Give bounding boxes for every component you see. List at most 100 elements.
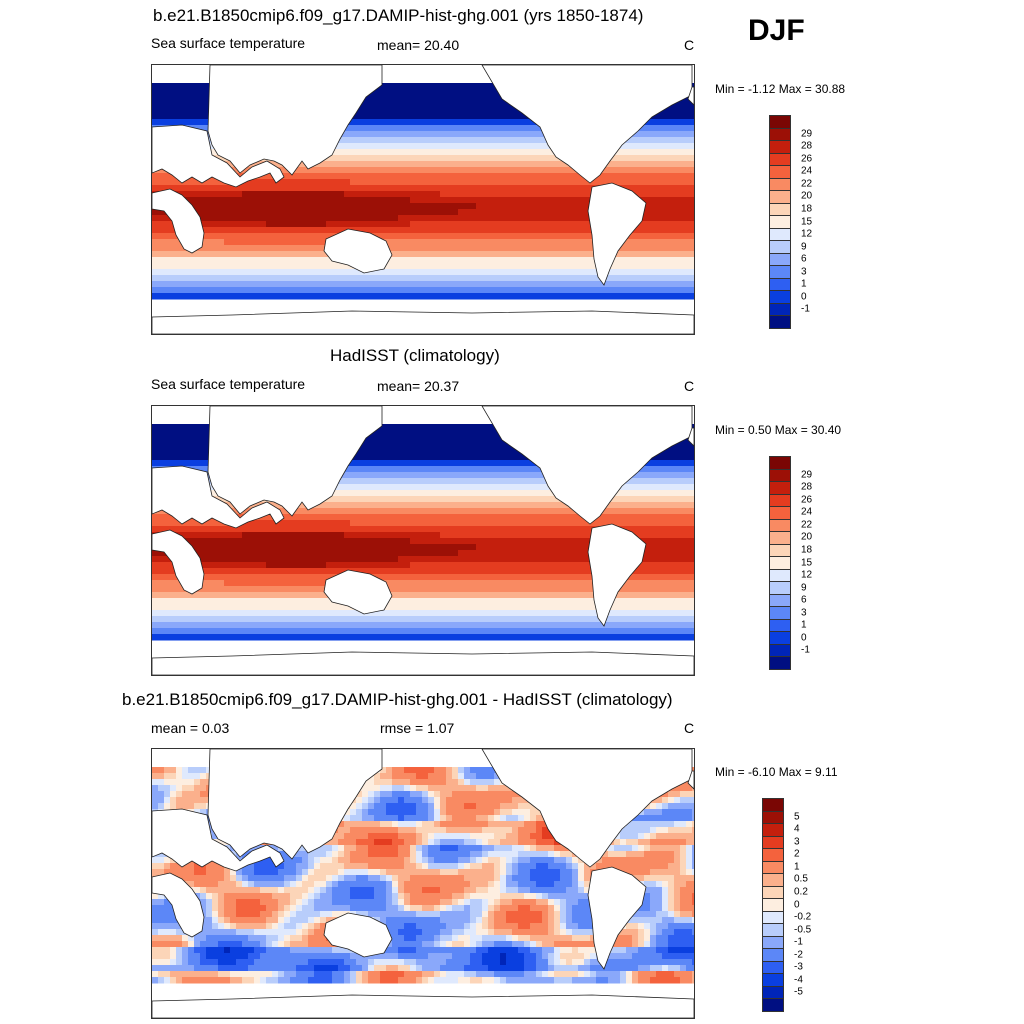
colorbar-cell [762,885,784,900]
panel-2-title: HadISST (climatology) [330,346,500,365]
colorbar-cell [769,227,791,242]
panel-1-colorbar: 29 28 26 24 22 20 18 15 12 9 6 3 1 0 -1 [769,115,849,329]
colorbar-tick-label: 0 [801,291,807,303]
colorbar-cell [769,152,791,167]
panel-3-title: b.e21.B1850cmip6.f09_g17.DAMIP-hist-ghg.… [122,690,673,709]
continents [152,749,694,1018]
land-outline [152,310,694,334]
colorbar-tick-label: 0 [801,632,807,644]
colorbar-cell [762,848,784,862]
colorbar-cell [762,935,784,950]
land-outline [152,808,285,872]
colorbar-tick-label: 28 [801,140,813,152]
panel-1-variable-label: Sea surface temperature [151,35,306,51]
colorbar-tick-label: -5 [794,986,803,998]
colorbar-cell [769,240,791,254]
colorbar-tick-label: 29 [801,128,813,140]
panel-2-mean-label: mean= 20.37 [377,378,460,394]
colorbar-cell [769,115,791,129]
panel-3-colorbar: 5 4 3 2 1 0.5 0.2 0 -0.2 -0.5 -1 -2 -3 -4 -5 [762,798,842,1012]
land-outline [323,569,393,615]
colorbar-tick-label: -1 [801,644,810,656]
land-outline [152,529,205,595]
colorbar-tick-label: 26 [801,153,813,165]
colorbar-tick-label: 6 [801,594,807,606]
land-outline [323,228,393,274]
colorbar-cell [769,302,791,317]
colorbar-cell [762,960,784,975]
colorbar-tick-label: 28 [801,481,813,493]
colorbar-cell [762,998,784,1012]
colorbar-cell [762,985,784,1000]
panel-1-minmax: Min = -1.12 Max = 30.88 [715,82,846,96]
colorbar-cell [769,518,791,533]
colorbar-tick-label: 12 [801,228,813,240]
colorbar-cell [769,606,791,620]
colorbar-cell [769,127,791,142]
panel-3-mean-label: mean = 0.03 [151,720,230,736]
colorbar-tick-label: 4 [794,823,800,835]
colorbar-tick-label: 22 [801,519,813,531]
colorbar-cell [769,202,791,217]
land-outline [207,749,383,860]
continents [152,65,694,334]
panel-2-variable-label: Sea surface temperature [151,376,306,392]
colorbar-cell [762,798,784,812]
colorbar-cell [769,140,791,154]
colorbar-tick-label: 9 [801,582,807,594]
colorbar-cell [769,315,791,329]
land-outline [587,866,647,970]
land-outline [687,427,694,447]
colorbar-cell [769,481,791,495]
colorbar-tick-label: 1 [801,278,807,290]
colorbar-cell [762,860,784,875]
panel-2-minmax: Min = 0.50 Max = 30.40 [715,423,842,437]
colorbar-tick-label: -2 [794,949,803,961]
land-outline [207,406,383,517]
colorbar-cell [769,543,791,558]
panel-2-map [151,405,695,676]
continents [152,406,694,675]
colorbar-tick-label: 15 [801,557,813,568]
land-outline [207,65,383,176]
colorbar-tick-label: 26 [801,494,813,506]
colorbar-tick-label: 0.2 [794,886,808,898]
colorbar-cell [769,593,791,608]
field-cells [152,767,694,984]
colorbar-cell [762,973,784,987]
colorbar-cell [769,277,791,292]
colorbar-tick-label: 29 [801,469,813,481]
colorbar-cell [769,631,791,645]
colorbar-tick-label: 24 [801,165,813,177]
colorbar-tick-label: 12 [801,569,813,581]
colorbar-cell [769,568,791,583]
panel-1-units-label: C [684,37,695,53]
colorbar-cell [762,835,784,850]
colorbar-cell [769,165,791,179]
land-outline [152,651,694,675]
colorbar-tick-label: -4 [794,974,803,986]
colorbar-tick-label: 22 [801,178,813,190]
land-outline [587,523,647,627]
colorbar-cell [769,581,791,595]
colorbar-tick-label: 18 [801,203,813,215]
colorbar-cell [762,898,784,912]
colorbar-cell [769,177,791,192]
land-outline [687,770,694,790]
colorbar-cell [762,910,784,925]
colorbar-cell [769,290,791,304]
panel-3-units-label: C [684,720,695,736]
panel-1-title: b.e21.B1850cmip6.f09_g17.DAMIP-hist-ghg.… [153,6,644,25]
colorbar-cell [769,456,791,470]
colorbar-tick-label: 18 [801,544,813,556]
colorbar-tick-label: 1 [794,861,800,873]
colorbar-tick-label: 5 [794,811,800,823]
colorbar-tick-label: 1 [801,619,807,631]
colorbar-cell [762,810,784,825]
colorbar-cell [769,215,791,229]
colorbar-cell [769,531,791,545]
land-outline [481,749,693,868]
land-outline [687,86,694,106]
colorbar-tick-label: 3 [801,607,807,619]
colorbar-tick-label: -0.2 [794,911,812,923]
